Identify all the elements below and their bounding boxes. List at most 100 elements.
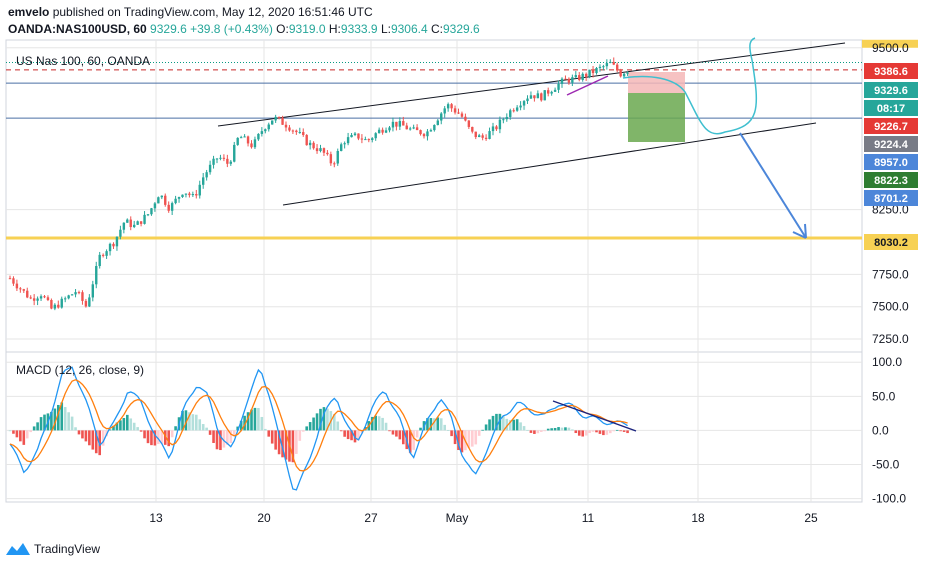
macd-histogram-bar: [188, 412, 191, 431]
candle-body: [101, 254, 105, 256]
x-tick-label: May: [446, 511, 469, 525]
candle-body: [143, 214, 146, 224]
y-tick-label: 8250.0: [872, 203, 909, 217]
candle-body: [519, 105, 522, 108]
macd-histogram-bar: [484, 424, 488, 431]
price-axis-badge: [864, 172, 918, 188]
candle-body: [50, 300, 53, 309]
macd-histogram-bar: [222, 430, 226, 448]
macd-histogram-bar: [281, 430, 284, 458]
macd-histogram-bar: [508, 420, 512, 431]
macd-histogram-bar: [467, 430, 471, 448]
candle-body: [336, 150, 339, 164]
macd-histogram-bar: [474, 430, 478, 445]
candle-body: [250, 143, 253, 148]
candle-body: [219, 157, 222, 159]
price-change: +39.8 (+0.43%): [190, 22, 273, 36]
publish-line: emvelo published on TradingView.com, May…: [8, 5, 373, 19]
candle-body: [395, 121, 398, 127]
macd-histogram-bar: [270, 430, 274, 444]
low-value: 9306.4: [390, 22, 428, 36]
candle-body: [581, 73, 584, 80]
macd-histogram-bar: [250, 409, 253, 431]
candle-body: [239, 137, 243, 139]
candle-body: [595, 67, 598, 74]
macd-histogram-bar: [540, 430, 543, 432]
candle-body: [243, 136, 246, 138]
macd-histogram-bar: [88, 430, 91, 446]
macd-histogram-bar: [215, 430, 219, 450]
macd-histogram-bar: [232, 430, 236, 436]
candle-body: [222, 157, 226, 159]
macd-histogram-bar: [201, 424, 205, 431]
candle-body: [474, 131, 477, 138]
candle-body: [277, 116, 281, 118]
macd-histogram-bar: [198, 419, 202, 431]
macd-histogram-bar: [174, 426, 177, 431]
macd-histogram-bar: [246, 412, 250, 431]
macd-histogram-bar: [605, 430, 609, 435]
candle-series: [8, 57, 629, 311]
macd-histogram-bar: [333, 414, 336, 431]
macd-histogram-bar: [546, 428, 550, 431]
published-text: published on TradingView.com, May 12, 20…: [52, 5, 373, 19]
price-axis-badge-label: 9329.6: [874, 85, 908, 97]
candle-body: [509, 110, 512, 117]
macd-histogram-bar: [264, 428, 267, 431]
macd-histogram-bar: [253, 407, 257, 431]
macd-histogram-bar: [8, 430, 12, 432]
macd-histogram-bar: [619, 430, 622, 432]
macd-histogram-bar: [408, 430, 412, 453]
macd-histogram-bar: [277, 430, 281, 455]
channel-upper-line: [217, 42, 846, 127]
macd-histogram-bar: [12, 430, 15, 434]
macd-histogram-bar: [319, 408, 322, 431]
macd-histogram-bar: [412, 430, 415, 450]
candle-body: [491, 126, 495, 132]
macd-histogram-bar: [181, 410, 184, 431]
candle-body: [415, 127, 419, 131]
wedge-line: [566, 75, 609, 96]
macd-histogram-bar: [567, 427, 571, 431]
tradingview-brand[interactable]: TradingView: [6, 542, 100, 556]
grid: [6, 40, 862, 502]
candle-body: [357, 133, 360, 139]
candle-body: [471, 126, 474, 132]
macd-histogram-bar: [336, 421, 340, 431]
candle-body: [136, 221, 139, 225]
candle-body: [426, 131, 429, 137]
candle-body: [36, 298, 39, 301]
candle-body: [350, 134, 353, 138]
close-value: 9329.6: [443, 22, 480, 36]
macd-histogram-bar: [529, 430, 533, 433]
price-axis-badge: [864, 154, 918, 170]
candle-body: [315, 148, 319, 152]
candle-body: [371, 138, 374, 141]
macd-histogram-bar: [25, 430, 29, 439]
candle-body: [212, 158, 215, 165]
macd-histogram-bar: [429, 418, 433, 431]
candle-body: [32, 298, 36, 301]
candle-body: [164, 195, 167, 205]
candle-body: [60, 298, 63, 308]
price-pane-title: US Nas 100, 60, OANDA: [16, 54, 150, 68]
candle-body: [302, 132, 305, 136]
axes: 13 20 27 May 11 18 25 9500.0 8250.0 7750.0 7500.0 7…: [149, 41, 918, 525]
price-axis-badge-label: 8701.2: [874, 193, 908, 205]
candle-body: [616, 64, 619, 71]
y-tick-label: 7750.0: [872, 267, 909, 281]
candle-body: [398, 121, 402, 127]
candle-body: [412, 127, 415, 129]
price-axis-badge: [864, 234, 918, 250]
tradingview-icon: [6, 543, 30, 555]
candle-body: [440, 113, 443, 121]
macd-histogram-bar: [512, 419, 515, 431]
candle-body: [495, 126, 498, 130]
author-name[interactable]: emvelo: [8, 5, 50, 19]
overlays: [6, 37, 918, 240]
macd-histogram-bar: [519, 422, 522, 431]
candle-body: [353, 133, 357, 135]
macd-histogram-bar: [591, 430, 595, 432]
candle-body: [515, 107, 519, 111]
